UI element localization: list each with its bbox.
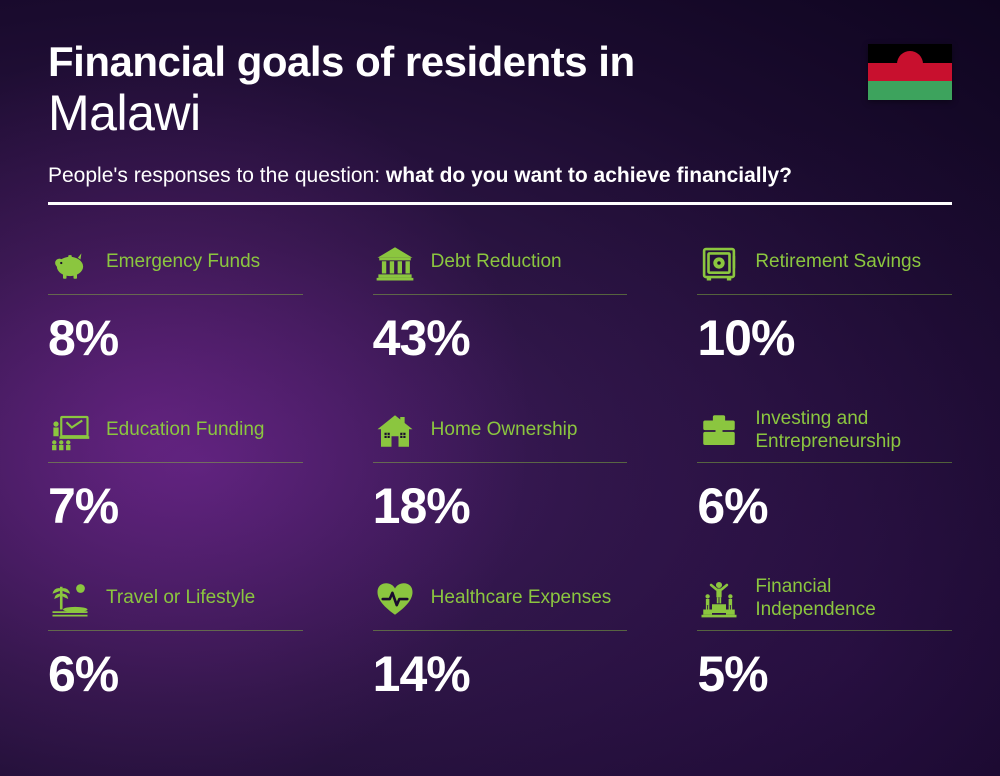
flag-stripe-2 — [868, 63, 952, 82]
goal-label: Retirement Savings — [755, 251, 921, 274]
subtitle: People's responses to the question: what… — [48, 164, 952, 188]
goal-label: Debt Reduction — [431, 251, 562, 274]
flag-stripe-1 — [868, 44, 952, 63]
goal-percent: 6% — [697, 477, 952, 535]
goal-financial-independence: Financial Independence 5% — [697, 575, 952, 703]
header-divider — [48, 202, 952, 205]
subtitle-bold: what do you want to achieve financially? — [386, 164, 792, 187]
flag-stripe-3 — [868, 81, 952, 100]
subtitle-plain: People's responses to the question: — [48, 164, 386, 187]
goal-percent: 14% — [373, 645, 628, 703]
piggy-bank-icon — [48, 241, 92, 285]
goal-investing-entrepreneurship: Investing and Entrepreneurship 6% — [697, 407, 952, 535]
goal-label: Investing and Entrepreneurship — [755, 408, 952, 454]
goal-emergency-funds: Emergency Funds 8% — [48, 239, 303, 367]
goal-label: Home Ownership — [431, 419, 578, 442]
travel-icon — [48, 577, 92, 621]
goal-percent: 7% — [48, 477, 303, 535]
goal-home-ownership: Home Ownership 18% — [373, 407, 628, 535]
goal-percent: 43% — [373, 309, 628, 367]
briefcase-icon — [697, 409, 741, 453]
goal-percent: 8% — [48, 309, 303, 367]
goal-label: Healthcare Expenses — [431, 587, 612, 610]
goal-percent: 10% — [697, 309, 952, 367]
title-prefix: Financial goals of residents in — [48, 38, 952, 86]
goal-education-funding: Education Funding 7% — [48, 407, 303, 535]
goal-retirement-savings: Retirement Savings 10% — [697, 239, 952, 367]
independence-icon — [697, 577, 741, 621]
goal-label: Education Funding — [106, 419, 264, 442]
education-icon — [48, 409, 92, 453]
goal-percent: 5% — [697, 645, 952, 703]
goal-label: Travel or Lifestyle — [106, 587, 255, 610]
house-icon — [373, 409, 417, 453]
title-country: Malawi — [48, 84, 952, 142]
goal-debt-reduction: Debt Reduction 43% — [373, 239, 628, 367]
goal-label: Emergency Funds — [106, 251, 260, 274]
country-flag — [868, 44, 952, 100]
header: Financial goals of residents in Malawi P… — [48, 38, 952, 205]
healthcare-icon — [373, 577, 417, 621]
goal-travel-lifestyle: Travel or Lifestyle 6% — [48, 575, 303, 703]
goals-grid: Emergency Funds 8% Debt Reduction 43% Re… — [48, 239, 952, 703]
safe-icon — [697, 241, 741, 285]
bank-icon — [373, 241, 417, 285]
goal-label: Financial Independence — [755, 576, 952, 622]
goal-percent: 6% — [48, 645, 303, 703]
goal-healthcare-expenses: Healthcare Expenses 14% — [373, 575, 628, 703]
goal-percent: 18% — [373, 477, 628, 535]
